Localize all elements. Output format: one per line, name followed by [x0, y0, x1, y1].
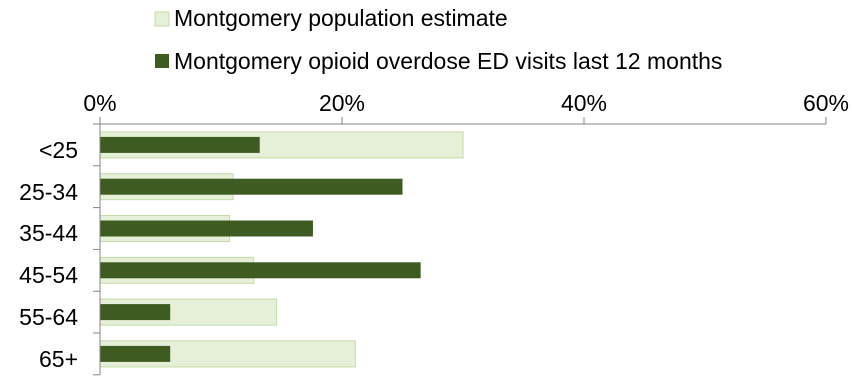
bar-overdose [100, 262, 421, 279]
x-tick-label: 40% [561, 90, 607, 116]
x-tick-label: 60% [803, 90, 849, 116]
legend-item-population: Montgomery population estimate [154, 5, 508, 31]
x-tick-label: 20% [319, 90, 365, 116]
category-label: 35-44 [19, 220, 78, 246]
category-label: 45-54 [19, 262, 78, 288]
y-axis: <25 25-34 35-44 45-54 55-64 65+ [19, 137, 78, 372]
legend-swatch-overdose [155, 54, 169, 68]
bar-overdose [100, 304, 171, 321]
bar-overdose [100, 136, 260, 153]
category-label: 55-64 [19, 304, 78, 330]
bar-overdose [100, 345, 171, 362]
legend-swatch-population [154, 11, 170, 27]
legend-label-overdose: Montgomery opioid overdose ED visits las… [174, 48, 722, 74]
plot-area [93, 117, 827, 376]
legend-item-overdose: Montgomery opioid overdose ED visits las… [155, 48, 722, 74]
legend: Montgomery population estimate Montgomer… [154, 5, 722, 74]
legend-label-population: Montgomery population estimate [174, 5, 508, 31]
x-axis: 0% 20% 40% 60% [83, 90, 849, 116]
bar-overdose [100, 220, 313, 237]
category-label: 65+ [39, 346, 78, 372]
bar-overdose [100, 178, 403, 195]
category-label: 25-34 [19, 179, 78, 205]
category-label: <25 [39, 137, 78, 163]
x-tick-label: 0% [83, 90, 116, 116]
